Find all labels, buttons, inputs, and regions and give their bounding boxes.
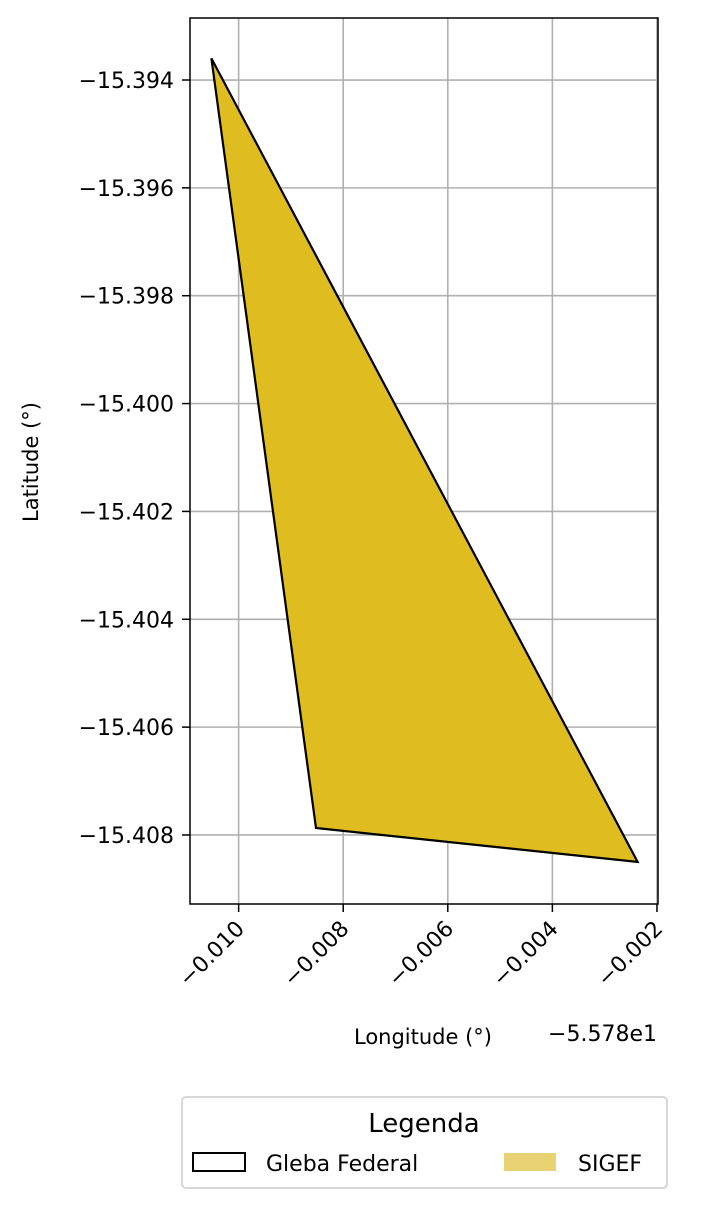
x-tick-label-0: −0.010 <box>175 917 250 992</box>
y-tick-label-7: −15.408 <box>79 824 174 849</box>
x-axis-label: Longitude (°) <box>354 1025 492 1049</box>
x-tick-label-3: −0.004 <box>488 917 563 992</box>
x-tick-label-2: −0.006 <box>384 917 459 992</box>
y-tick-label-3: −15.400 <box>79 393 174 418</box>
legend-swatch-gleba-federal <box>193 1153 245 1171</box>
y-tick-label-6: −15.406 <box>79 716 174 741</box>
x-tick-label-1: −0.008 <box>279 917 354 992</box>
legend: Legenda Gleba Federal SIGEF <box>182 1097 667 1188</box>
x-tick-label-4: −0.002 <box>593 917 668 992</box>
legend-label-sigef: SIGEF <box>578 1152 642 1177</box>
legend-swatch-sigef <box>504 1153 556 1171</box>
y-tick-label-0: −15.394 <box>79 69 174 94</box>
y-tick-label-4: −15.402 <box>79 500 174 525</box>
x-axis-ticks: −0.010 −0.008 −0.006 −0.004 −0.002 <box>175 904 669 992</box>
y-axis-ticks: −15.394 −15.396 −15.398 −15.400 −15.402 −15.4… <box>79 69 190 849</box>
y-tick-label-2: −15.398 <box>79 285 174 310</box>
sigef-polygon <box>211 58 637 862</box>
legend-label-gleba-federal: Gleba Federal <box>266 1152 418 1177</box>
y-tick-label-5: −15.404 <box>79 608 174 633</box>
y-axis-label: Latitude (°) <box>19 402 43 522</box>
legend-title: Legenda <box>368 1109 479 1139</box>
x-axis-offset-label: −5.578e1 <box>548 1022 657 1047</box>
y-tick-label-1: −15.396 <box>79 177 174 202</box>
